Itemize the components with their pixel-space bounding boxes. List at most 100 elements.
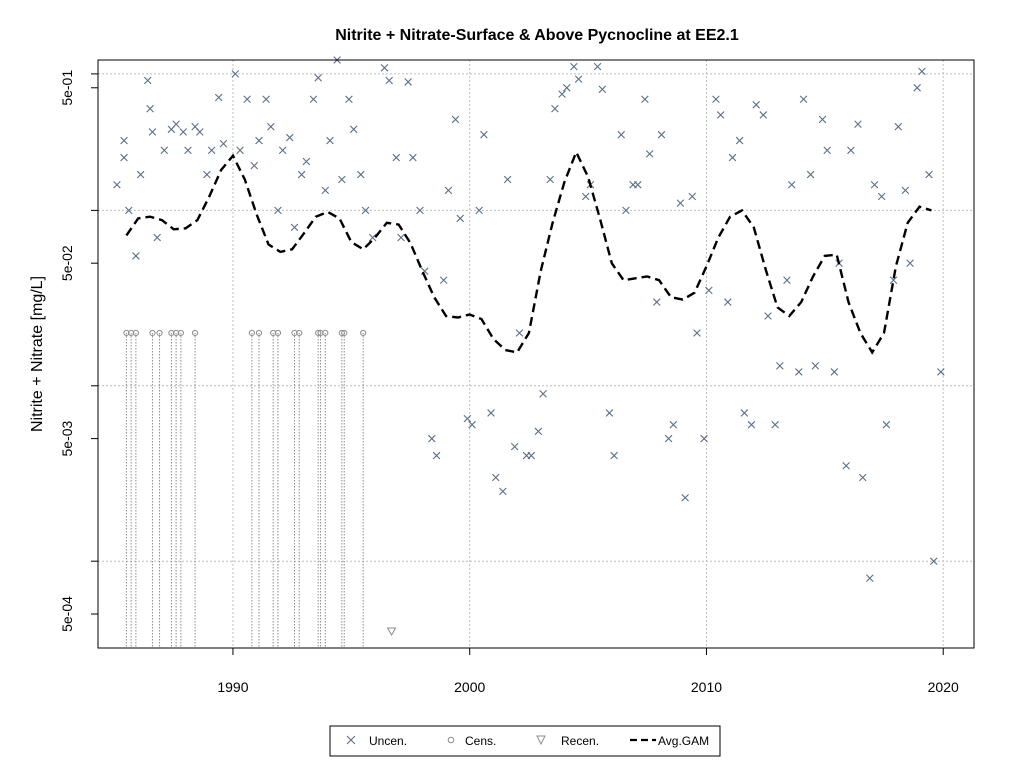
uncensored-point (349, 125, 358, 134)
uncensored-point (705, 286, 713, 295)
uncensored-point (581, 192, 590, 201)
uncensored-point (404, 78, 412, 86)
uncensored-point (546, 175, 554, 184)
uncensored-point (854, 120, 862, 128)
recensored-point (386, 627, 397, 637)
chart-title: Nitrite + Nitrate-Surface & Above Pycnoc… (335, 27, 739, 44)
legend-triangle-marker-icon (536, 735, 546, 746)
censored-stems (125, 332, 364, 648)
censored-point (274, 329, 282, 337)
uncensored-point (918, 67, 926, 76)
uncensored-point (357, 170, 365, 179)
x-tick-label: 1990 (217, 679, 248, 695)
uncensored-point (688, 192, 697, 201)
uncensored-point (870, 180, 879, 189)
uncensored-point (243, 95, 251, 104)
uncensored-point (368, 233, 377, 242)
uncensored-point (574, 75, 583, 83)
uncensored-point (795, 368, 803, 376)
uncensored-point (124, 206, 133, 215)
uncensored-point (830, 368, 839, 376)
uncensored-point (740, 409, 749, 417)
censored-point (322, 329, 329, 337)
uncensored-point (712, 95, 720, 104)
uncensored-point (593, 62, 602, 71)
uncensored-point (146, 104, 154, 113)
uncensored-point (681, 493, 689, 502)
uncensored-point (297, 170, 306, 179)
uncensored-point (823, 146, 831, 155)
legend-label-uncen: Uncen. (369, 734, 407, 748)
uncensored-point (196, 128, 204, 136)
uncensored-point (901, 186, 910, 195)
uncensored-point (716, 111, 725, 119)
uncensored-point (764, 312, 772, 320)
uncensored-point (929, 557, 938, 565)
uncensored-point (534, 427, 543, 436)
censored-point (341, 329, 348, 337)
uncensored-point (439, 276, 448, 284)
uncensored-point (361, 206, 370, 215)
uncensored-point (771, 420, 779, 429)
uncensored-point (321, 186, 330, 195)
uncensored-point (231, 70, 240, 78)
uncensored-point (380, 64, 389, 72)
uncensored-point (889, 276, 898, 284)
uncensored-point (267, 122, 275, 131)
uncensored-point (925, 170, 933, 179)
uncensored-point (645, 150, 654, 158)
uncensored-point (510, 442, 519, 451)
uncensored-point (806, 170, 815, 179)
uncensored-point (723, 298, 732, 306)
uncensored-point (236, 146, 244, 155)
uncensored-point (799, 95, 808, 104)
uncensored-point (302, 157, 311, 166)
uncensored-point (558, 90, 566, 98)
uncensored-point (432, 451, 441, 460)
uncensored-point (326, 136, 334, 145)
uncensored-point (605, 409, 614, 417)
uncensored-point (113, 180, 121, 189)
uncensored-point (451, 115, 460, 124)
uncensored-point (787, 180, 796, 189)
uncensored-point (676, 199, 685, 207)
uncensored-point (693, 329, 701, 337)
legend: Uncen. Cens. Recen. Avg.GAM (329, 725, 721, 757)
uncensored-point (491, 473, 500, 482)
uncensored-point (120, 153, 128, 162)
uncensored-point (262, 95, 270, 104)
uncensored-point (652, 298, 661, 306)
uncensored-point (752, 100, 760, 109)
legend-item-uncen: Uncen. (346, 734, 407, 748)
uncensored-point (503, 175, 512, 184)
x-tick-label: 2020 (928, 679, 959, 695)
uncensored-point (906, 259, 914, 267)
uncensored-point (527, 451, 536, 460)
uncensored-point (207, 146, 216, 155)
uncensored-point (160, 146, 169, 155)
legend-label-gam: Avg.GAM (658, 734, 709, 748)
censored-point (156, 329, 163, 337)
uncensored-point (444, 186, 453, 195)
censored-point (191, 329, 199, 337)
uncensored-point (345, 95, 353, 104)
uncensored-point (669, 420, 678, 429)
uncensored-point (657, 130, 666, 139)
y-tick-label: 5e-01 (59, 70, 75, 106)
plot-frame (97, 59, 975, 649)
uncensored-point (314, 74, 322, 82)
uncensored-point (570, 62, 578, 71)
uncensored-point (842, 461, 850, 470)
uncensored-point (456, 214, 465, 223)
uncensored-point (866, 574, 874, 582)
uncensored-point (219, 139, 228, 148)
uncensored-point (136, 170, 145, 179)
uncensored-point (428, 434, 436, 443)
uncensored-point (172, 120, 180, 128)
x-tick-label: 2000 (454, 679, 485, 695)
y-tick-label: 5e-04 (59, 596, 75, 632)
uncensored-point (818, 115, 827, 124)
grid (98, 60, 974, 648)
uncensored-point (641, 95, 649, 104)
uncensored-point (728, 153, 737, 162)
